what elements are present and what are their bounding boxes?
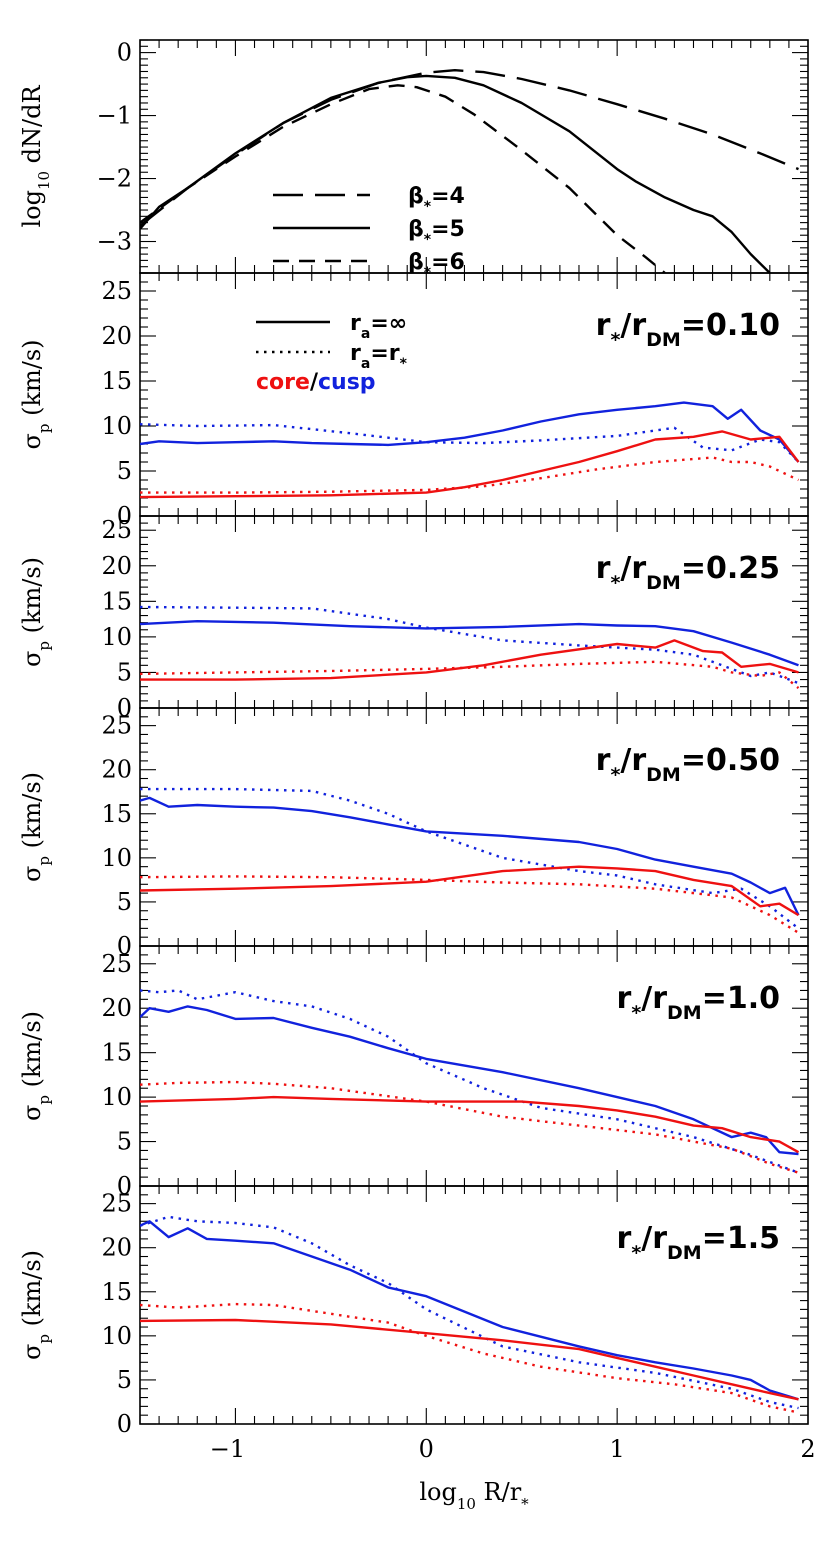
panel-3-ytick-label: 5 xyxy=(117,888,132,916)
legend-core-cusp: core/cusp xyxy=(256,370,376,395)
panel-3-ytick-label: 0 xyxy=(117,932,132,960)
panel-4-ytick-label: 0 xyxy=(117,1172,132,1200)
legend-label-solid: ra=∞ xyxy=(350,311,407,342)
panel-5-series-cusp-solid xyxy=(140,1220,799,1401)
panel-5-ytick-label: 15 xyxy=(101,1278,132,1306)
panel-0-ytick-label: −2 xyxy=(97,165,132,193)
panel-4-label: r*/rDM=1.0 xyxy=(617,981,780,1024)
xtick-label: 1 xyxy=(610,1435,625,1463)
panel-3-ylabel: σp (km/s) xyxy=(18,772,53,882)
xtick-label: −1 xyxy=(210,1435,245,1463)
panel-0-frame xyxy=(139,39,809,274)
panel-3-ytick-label: 20 xyxy=(101,756,132,784)
xtick-label: 0 xyxy=(419,1435,434,1463)
panel-5-series-core-solid xyxy=(140,1318,799,1401)
panel-1-ytick-label: 25 xyxy=(101,277,132,305)
panel-0-ytick-label: −1 xyxy=(97,102,132,130)
panel-4-series-cusp-dot xyxy=(140,989,799,1174)
panel-1-series-cusp-solid xyxy=(140,401,800,463)
panel-3-ytick-label: 25 xyxy=(101,712,132,740)
panel-2-ylabel: σp (km/s) xyxy=(18,557,53,667)
panel-2-ytick-label: 25 xyxy=(101,516,132,544)
panel-1-ylabel: σp (km/s) xyxy=(18,339,53,449)
legend-label-dot: ra=r* xyxy=(350,341,408,372)
panel-2-series-cusp-dot xyxy=(140,605,799,685)
panel-4-ytick-label: 15 xyxy=(101,1039,132,1067)
xlabel: log10 R/r* xyxy=(419,1478,529,1513)
panel-2-series-core-solid xyxy=(140,639,799,681)
panel-3-label: r*/rDM=0.50 xyxy=(596,743,780,786)
panel-0-ylabel: log10 dN/dR xyxy=(18,85,53,228)
panel-1-series-cusp-dot xyxy=(140,423,800,463)
panel-2-ytick-label: 10 xyxy=(101,623,132,651)
panel-5-label: r*/rDM=1.5 xyxy=(617,1221,780,1264)
panel-0-ytick-label: −3 xyxy=(97,228,132,256)
panel-1-label: r*/rDM=0.10 xyxy=(596,308,780,351)
panel-5-ytick-label: 5 xyxy=(117,1366,132,1394)
panel-2-label: r*/rDM=0.25 xyxy=(596,551,780,594)
xtick-label: 2 xyxy=(800,1435,815,1463)
panel-4-ytick-label: 25 xyxy=(101,950,132,978)
panel-1-ytick-label: 15 xyxy=(101,367,132,395)
panel-2-ytick-label: 15 xyxy=(101,587,132,615)
legend-label-longdash: β*=4 xyxy=(408,184,465,215)
panel-4-series-cusp-solid xyxy=(140,1005,799,1156)
panel-4-ylabel: σp (km/s) xyxy=(18,1011,53,1121)
panel-1-ytick-label: 5 xyxy=(117,457,132,485)
panel-0-series-profile-dash xyxy=(140,84,666,273)
panel-3-series-cusp-dot xyxy=(140,787,800,930)
panel-3-ytick-label: 10 xyxy=(101,844,132,872)
panel-1-series-core-dot xyxy=(140,456,800,494)
panel-2-ytick-label: 0 xyxy=(117,694,132,722)
panel-5-ytick-label: 20 xyxy=(101,1234,132,1262)
panel-5-ytick-label: 25 xyxy=(101,1190,132,1218)
panel-3-ytick-label: 15 xyxy=(101,800,132,828)
panel-2-ytick-label: 5 xyxy=(117,658,132,686)
panel-1-ytick-label: 0 xyxy=(117,502,132,530)
panel-2-series-core-dot xyxy=(140,660,800,690)
legend-label-dash: β*=6 xyxy=(408,250,465,281)
panel-1-ytick-label: 20 xyxy=(101,322,132,350)
panel-4-series-core-solid xyxy=(140,1095,800,1154)
panel-4-ytick-label: 10 xyxy=(101,1083,132,1111)
panel-1-ytick-label: 10 xyxy=(101,412,132,440)
panel-5-series-core-dot xyxy=(140,1302,799,1414)
panel-3-series-core-dot xyxy=(140,875,800,934)
panel-2-series-cusp-solid xyxy=(140,620,799,667)
panel-4-ytick-label: 20 xyxy=(101,994,132,1022)
panel-3-series-core-solid xyxy=(140,865,800,917)
panel-5-ylabel: σp (km/s) xyxy=(18,1250,53,1360)
panel-4-ytick-label: 5 xyxy=(117,1128,132,1156)
panel-0-series-profile-solid xyxy=(140,74,771,273)
panel-2-ytick-label: 20 xyxy=(101,552,132,580)
panel-3-series-cusp-solid xyxy=(140,796,800,916)
panel-5-series-cusp-dot xyxy=(140,1215,799,1410)
panel-0-ytick-label: 0 xyxy=(117,39,132,67)
panel-5-ytick-label: 0 xyxy=(117,1410,132,1438)
legend-label-solid: β*=5 xyxy=(408,217,465,248)
panel-1-series-core-solid xyxy=(140,430,800,499)
panel-0-series-profile-longdash xyxy=(140,69,799,227)
panel-5-ytick-label: 10 xyxy=(101,1322,132,1350)
